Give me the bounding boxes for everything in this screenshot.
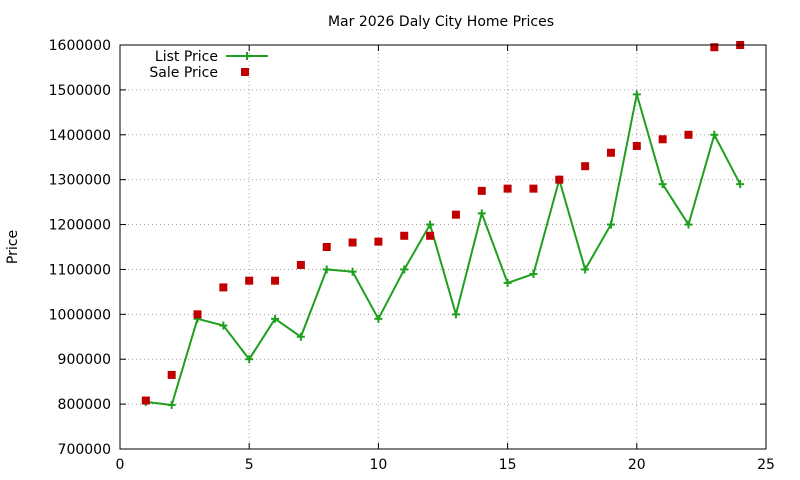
x-tick-label: 5	[245, 457, 254, 473]
sale-price-point	[503, 184, 512, 193]
sale-price-point	[451, 210, 460, 219]
sale-price-point	[193, 310, 202, 319]
data-layer	[141, 41, 745, 410]
y-tick-label: 700000	[58, 442, 111, 458]
sale-price-point	[167, 370, 176, 379]
sale-price-point	[374, 237, 383, 246]
sale-price-point	[400, 231, 409, 240]
list-price-point	[245, 355, 254, 364]
sale-price-point	[658, 135, 667, 144]
sale-price-point	[529, 184, 538, 193]
y-axis-label: Price	[5, 230, 21, 264]
x-tick-label: 15	[499, 457, 517, 473]
list-price-point	[167, 401, 176, 410]
list-price-point	[477, 209, 486, 218]
legend-marker-sale-price	[241, 68, 249, 76]
list-price-point	[296, 332, 305, 341]
x-tick-label: 25	[757, 457, 775, 473]
x-tick-label: 0	[116, 457, 125, 473]
list-price-line	[145, 94, 742, 407]
list-price-point	[710, 130, 719, 139]
list-price-point	[451, 310, 460, 319]
sale-price-point	[141, 396, 150, 405]
sale-price-point	[426, 231, 435, 240]
legend-label-sale-price: Sale Price	[149, 65, 218, 81]
list-price-point	[219, 321, 228, 330]
list-price-point	[581, 265, 590, 274]
y-tick-label: 900000	[58, 352, 111, 368]
sale-price-point	[219, 283, 228, 292]
y-tick-label: 800000	[58, 397, 111, 413]
sale-price-point	[477, 186, 486, 195]
sale-price-point	[632, 142, 641, 150]
sale-price-point	[245, 276, 254, 285]
x-tick-label: 20	[628, 457, 646, 473]
legend-label-list-price: List Price	[155, 49, 218, 65]
x-tick-label: 10	[369, 457, 387, 473]
y-tick-label: 1100000	[49, 262, 111, 278]
list-price-point	[606, 220, 615, 229]
y-tick-label: 1400000	[49, 128, 111, 144]
sale-price-point	[684, 130, 693, 139]
sale-price-point	[296, 260, 305, 269]
list-price-point	[271, 314, 280, 323]
ticks: 0 5 10 15 20 25 700000 800000 900000 1000000 11000…	[49, 38, 775, 473]
sale-price-point	[348, 238, 357, 247]
list-price-point	[348, 267, 357, 276]
y-tick-label: 1500000	[49, 83, 111, 99]
sale-price-point	[710, 43, 719, 52]
list-price-point	[684, 220, 693, 229]
sale-price-point	[581, 162, 590, 171]
y-tick-label: 1600000	[49, 38, 111, 54]
legend-marker-list-price	[243, 52, 251, 60]
list-price-point	[374, 314, 383, 323]
sale-price-point	[322, 243, 331, 251]
sale-price-point	[271, 276, 280, 285]
list-price-point	[503, 278, 512, 287]
plot-frame	[119, 44, 767, 450]
sale-price-point	[555, 175, 564, 184]
list-price-point	[658, 180, 667, 189]
list-price-point	[529, 269, 538, 278]
sale-price-point	[606, 148, 615, 157]
list-price-point	[632, 90, 641, 99]
chart-title: Mar 2026 Daly City Home Prices	[328, 14, 554, 30]
y-tick-label: 1200000	[49, 218, 111, 234]
y-tick-label: 1000000	[49, 307, 111, 323]
list-price-point	[322, 265, 331, 274]
list-price-point	[736, 180, 745, 189]
list-price-point	[400, 265, 409, 274]
grid	[120, 45, 766, 449]
list-price-point	[426, 220, 435, 229]
y-tick-label: 1300000	[49, 173, 111, 189]
